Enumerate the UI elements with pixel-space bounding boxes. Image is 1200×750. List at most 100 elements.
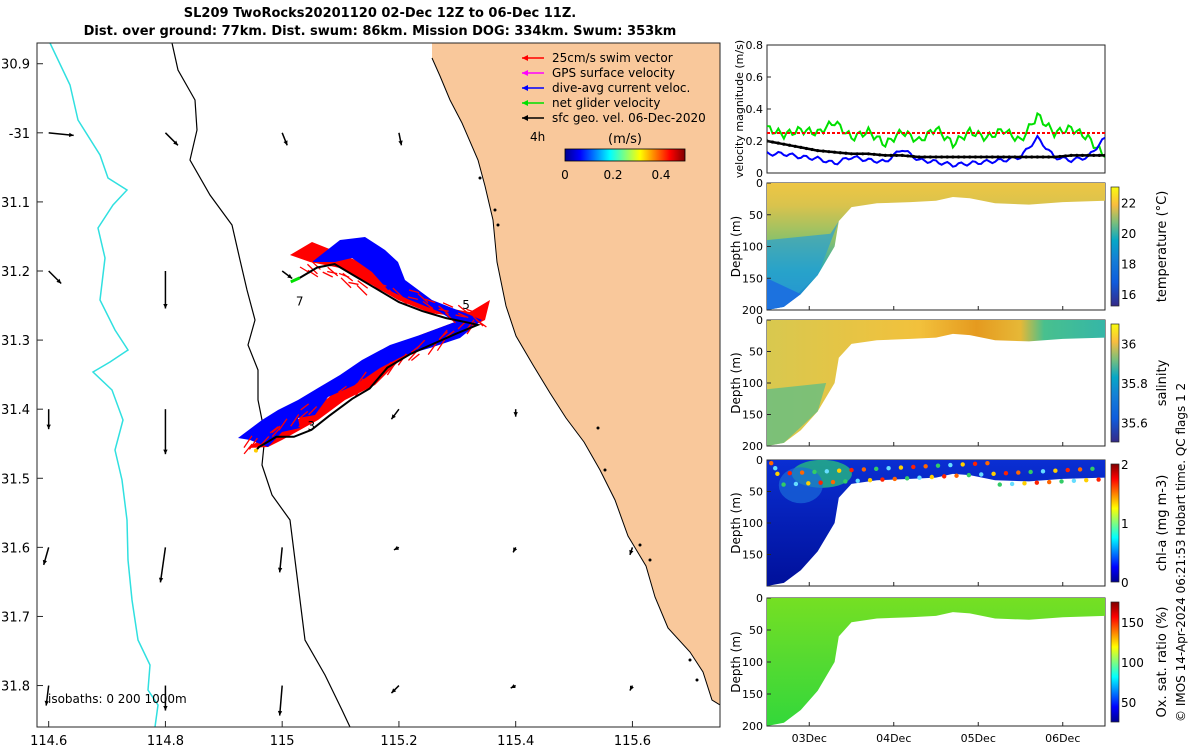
velocity-series-marker <box>1097 153 1101 157</box>
swim-vector <box>383 361 392 370</box>
chlorophyll-sample <box>812 469 817 475</box>
velocity-series-marker <box>996 155 1000 159</box>
velocity-series-marker <box>979 155 983 159</box>
swim-vector <box>376 282 387 287</box>
oxygen-colorbar-tick: 150 <box>1121 616 1144 630</box>
velocity-series-marker <box>894 153 899 157</box>
oxygen-ytick-label: 150 <box>742 688 763 701</box>
swim-vector <box>290 414 300 427</box>
temperature-colorbar-tick: 16 <box>1121 288 1136 302</box>
chlorophyll-sample <box>948 462 953 468</box>
salinity-field-group <box>767 320 1105 446</box>
geo-velocity-arrowhead <box>629 685 634 691</box>
map-ytick-label: 31.7 <box>1 610 30 625</box>
swim-vector <box>356 284 368 296</box>
swim-vector <box>243 443 253 455</box>
geo-velocity-arrowhead <box>42 559 48 565</box>
dive-current-band <box>238 237 482 447</box>
salinity-colorbar-tick: 35.6 <box>1121 416 1148 430</box>
swim-vector <box>260 435 270 446</box>
chlorophyll-sample <box>781 482 786 487</box>
map-ytick-label: 31.5 <box>1 472 30 487</box>
temperature-section-field <box>767 183 1105 310</box>
velocity-series-marker <box>1047 155 1051 159</box>
map-frame <box>36 42 721 728</box>
track-day-label: 7 <box>296 295 304 309</box>
chlorophyll-sample <box>941 474 947 479</box>
velocity-series-marker <box>1035 155 1039 159</box>
velocity-series-marker <box>793 144 797 148</box>
oxygen-ytick-label: 100 <box>742 656 763 669</box>
track-end-marker <box>253 448 258 453</box>
reef-dot <box>638 543 642 547</box>
map-ytick-label: 31.2 <box>1 265 30 280</box>
geo-velocity-vector <box>159 547 167 583</box>
velocity-series-marker <box>917 155 921 159</box>
velocity-series-marker <box>1103 153 1105 157</box>
coastline <box>431 57 720 706</box>
chlorophyll-sample <box>1016 470 1021 475</box>
velocity-series-marker <box>1002 155 1006 159</box>
figure-title-line2: Dist. over ground: 77km. Dist. swum: 86k… <box>83 24 677 39</box>
land-mass <box>432 43 720 705</box>
chlorophyll-sample <box>898 465 904 470</box>
swim-vector <box>369 277 380 288</box>
swim-vector <box>408 289 420 294</box>
isobaths-label: isobaths: 0 200 1000m <box>48 692 187 706</box>
date-tick-label: 05Dec <box>961 732 996 745</box>
chlorophyll-sample <box>923 464 928 469</box>
chlorophyll-colorbar-tick: 2 <box>1121 458 1129 472</box>
velocity-series-marker <box>1086 153 1090 157</box>
chlorophyll-sample <box>775 471 780 477</box>
velocity-series-marker <box>923 155 927 159</box>
temperature-ytick-label: 100 <box>742 241 763 254</box>
chlorophyll-sample <box>1022 481 1027 486</box>
chlorophyll-sample <box>861 467 867 472</box>
velocity-ytick-label: 0.8 <box>746 39 764 52</box>
chlorophyll-sample <box>769 460 774 466</box>
velocity-series-marker <box>990 155 994 159</box>
map-ytick-label: -31 <box>9 127 30 142</box>
reef-dot <box>603 468 607 472</box>
swim-vector <box>271 427 281 438</box>
velocity-series-marker <box>782 142 786 146</box>
chlorophyll-sample <box>874 466 879 472</box>
chlorophyll-sample <box>855 478 860 483</box>
velocity-series-marker <box>804 146 809 151</box>
temperature-ylabel: Depth (m) <box>729 216 743 277</box>
velocity-series-marker <box>934 155 938 159</box>
swim-vector <box>438 329 448 341</box>
swim-vector <box>367 374 377 384</box>
geo-velocity-arrowhead <box>68 132 74 138</box>
chlorophyll-sample <box>836 468 842 473</box>
map-xtick-label: 115 <box>270 734 295 749</box>
geo-velocity-arrowhead <box>44 700 49 706</box>
map-ytick-label: 30.9 <box>1 58 30 73</box>
geo-velocity-arrowhead <box>277 710 283 716</box>
geo-velocity-arrowhead <box>158 577 164 583</box>
oxygen-colorbar-tick: 100 <box>1121 656 1144 670</box>
swim-vector <box>357 371 367 384</box>
swim-vector <box>271 425 281 434</box>
chlorophyll-sample <box>1090 466 1095 472</box>
velocity-series-marker <box>1052 155 1056 159</box>
chlorophyll-sample <box>1053 468 1058 473</box>
chlorophyll-sample <box>972 461 978 466</box>
swim-vector <box>386 362 396 376</box>
velocity-series-marker <box>940 155 944 159</box>
chlorophyll-sample <box>1009 481 1015 487</box>
geo-velocity-arrowhead <box>393 545 399 550</box>
chlorophyll-sample <box>818 480 823 485</box>
date-tick-label: 06Dec <box>1045 732 1080 745</box>
time-label: 4h <box>530 130 545 144</box>
velocity-series-marker <box>844 151 848 155</box>
oxygen-colorbar <box>1110 601 1120 723</box>
swim-vector <box>338 385 347 393</box>
velocity-series-marker <box>900 153 904 157</box>
geo-velocity-arrowhead <box>629 549 634 555</box>
chlorophyll-sample <box>787 471 792 476</box>
swim-vector <box>396 297 408 305</box>
temperature-colorbar-tick: 22 <box>1121 196 1136 210</box>
chlorophyll-sample <box>1071 478 1077 483</box>
velocity-series-marker <box>889 153 893 157</box>
